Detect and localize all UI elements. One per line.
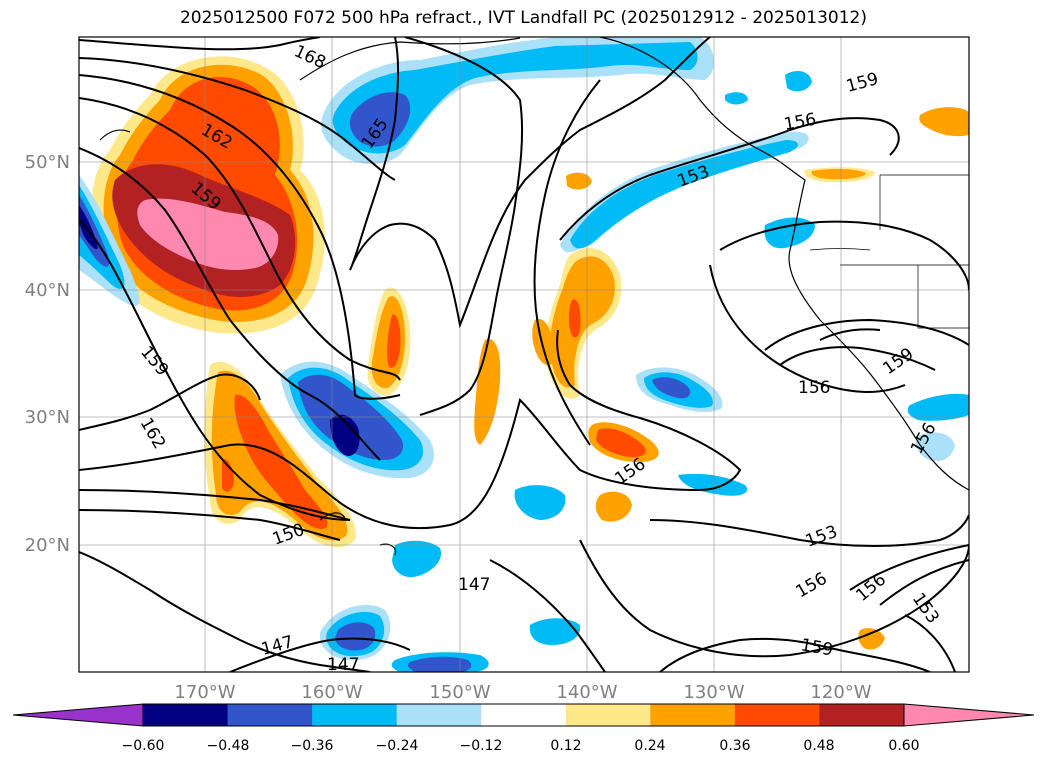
colorbar-extend-high [903, 703, 1035, 727]
contour-label: 156 [798, 378, 830, 398]
lat-label: 40°N [25, 280, 70, 301]
colorbar: −0.60 −0.48 −0.36 −0.24 −0.12 0.12 0.24 … [12, 703, 1035, 754]
negative-anomaly-south [319, 107, 969, 672]
lon-labels: 170°W 160°W 150°W 140°W 130°W 120°W [174, 682, 871, 703]
colorbar-segment [227, 704, 313, 726]
lon-label: 120°W [810, 682, 871, 703]
colorbar-tick-labels: −0.60 −0.48 −0.36 −0.24 −0.12 0.12 0.24 … [122, 738, 920, 754]
lat-labels: 50°N 40°N 30°N 20°N [25, 152, 70, 556]
borders [809, 174, 969, 329]
lon-label: 160°W [301, 682, 362, 703]
colorbar-tick-label: −0.36 [291, 738, 334, 754]
colorbar-tick-label: 0.36 [719, 738, 750, 754]
colorbar-segment [650, 704, 736, 726]
colorbar-segments [12, 703, 1035, 727]
colorbar-tick-label: 0.48 [803, 738, 834, 754]
colorbar-tick-label: −0.48 [207, 738, 250, 754]
colorbar-tick-label: 0.24 [634, 738, 665, 754]
map-frame [78, 36, 970, 673]
map-plot-area: 168 165 162 159 159 162 159 156 153 156 … [79, 37, 969, 675]
colorbar-segment [481, 704, 567, 726]
map-gridlines [79, 37, 969, 672]
colorbar-tick-label: −0.60 [122, 738, 165, 754]
lat-label: 50°N [25, 152, 70, 173]
colorbar-segment [565, 704, 651, 726]
lon-label: 130°W [683, 682, 744, 703]
colorbar-segment [819, 704, 905, 726]
colorbar-segment [312, 704, 398, 726]
colorbar-tick-label: 0.12 [550, 738, 581, 754]
colorbar-segment [396, 704, 482, 726]
negative-anomaly-central-band [280, 361, 434, 479]
contour-label: 147 [458, 575, 490, 595]
colorbar-extend-low [12, 703, 144, 727]
positive-anomaly-northwest [91, 56, 325, 334]
colorbar-tick-label: −0.12 [460, 738, 503, 754]
coastlines [99, 37, 969, 556]
colorbar-tick-label: 0.60 [888, 738, 919, 754]
colorbar-segment [734, 704, 820, 726]
lon-label: 140°W [556, 682, 617, 703]
negative-anomaly-north [321, 37, 715, 165]
lat-label: 30°N [25, 407, 70, 428]
colorbar-segment [143, 704, 229, 726]
contour-label: 147 [327, 655, 359, 675]
lat-label: 20°N [25, 535, 70, 556]
colorbar-tick-label: −0.24 [376, 738, 419, 754]
lon-label: 170°W [174, 682, 235, 703]
height-contours [79, 37, 969, 672]
lon-label: 150°W [429, 682, 490, 703]
colorbar-frame [142, 703, 905, 727]
map-title: 2025012500 F072 500 hPa refract., IVT La… [179, 8, 867, 28]
positive-anomaly-central [367, 172, 659, 522]
